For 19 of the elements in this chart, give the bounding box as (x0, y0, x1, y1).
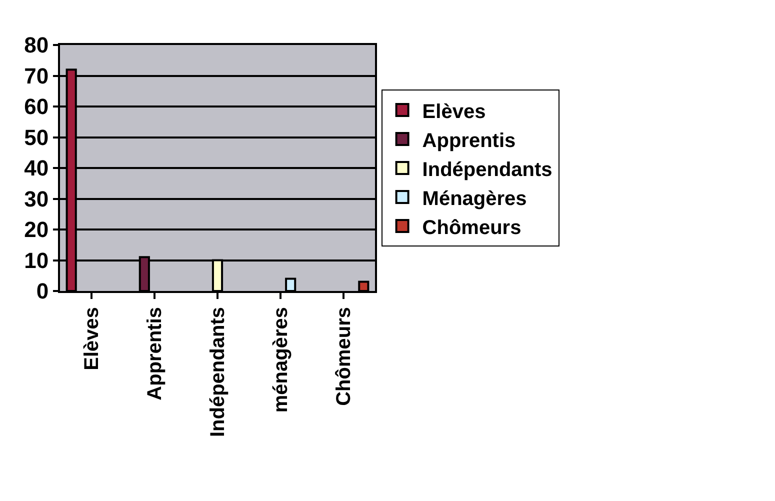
x-tick-label: Chômeurs (333, 307, 355, 406)
y-tick-label: 40 (24, 156, 49, 181)
x-tick-label: Apprentis (144, 307, 166, 400)
legend-label: Ménagères (422, 188, 527, 210)
legend-label: Apprentis (422, 130, 516, 152)
legend-label: Chômeurs (422, 216, 522, 239)
x-tick-label: ménagères (270, 307, 292, 413)
y-tick-label: 50 (24, 124, 49, 150)
y-tick-label: 60 (24, 94, 49, 120)
legend-label: Indépendants (422, 158, 552, 181)
legend-label: Elèves (422, 100, 486, 123)
y-tick-label: 10 (24, 248, 49, 273)
y-tick-label: 30 (24, 186, 49, 212)
x-tick-label: Elèves (81, 307, 103, 370)
y-tick-label: 0 (36, 278, 49, 304)
y-tick-label: 70 (24, 63, 49, 88)
y-tick-label: 80 (24, 32, 49, 58)
y-tick-label: 20 (24, 217, 49, 242)
x-tick-label: Indépendants (207, 307, 229, 438)
